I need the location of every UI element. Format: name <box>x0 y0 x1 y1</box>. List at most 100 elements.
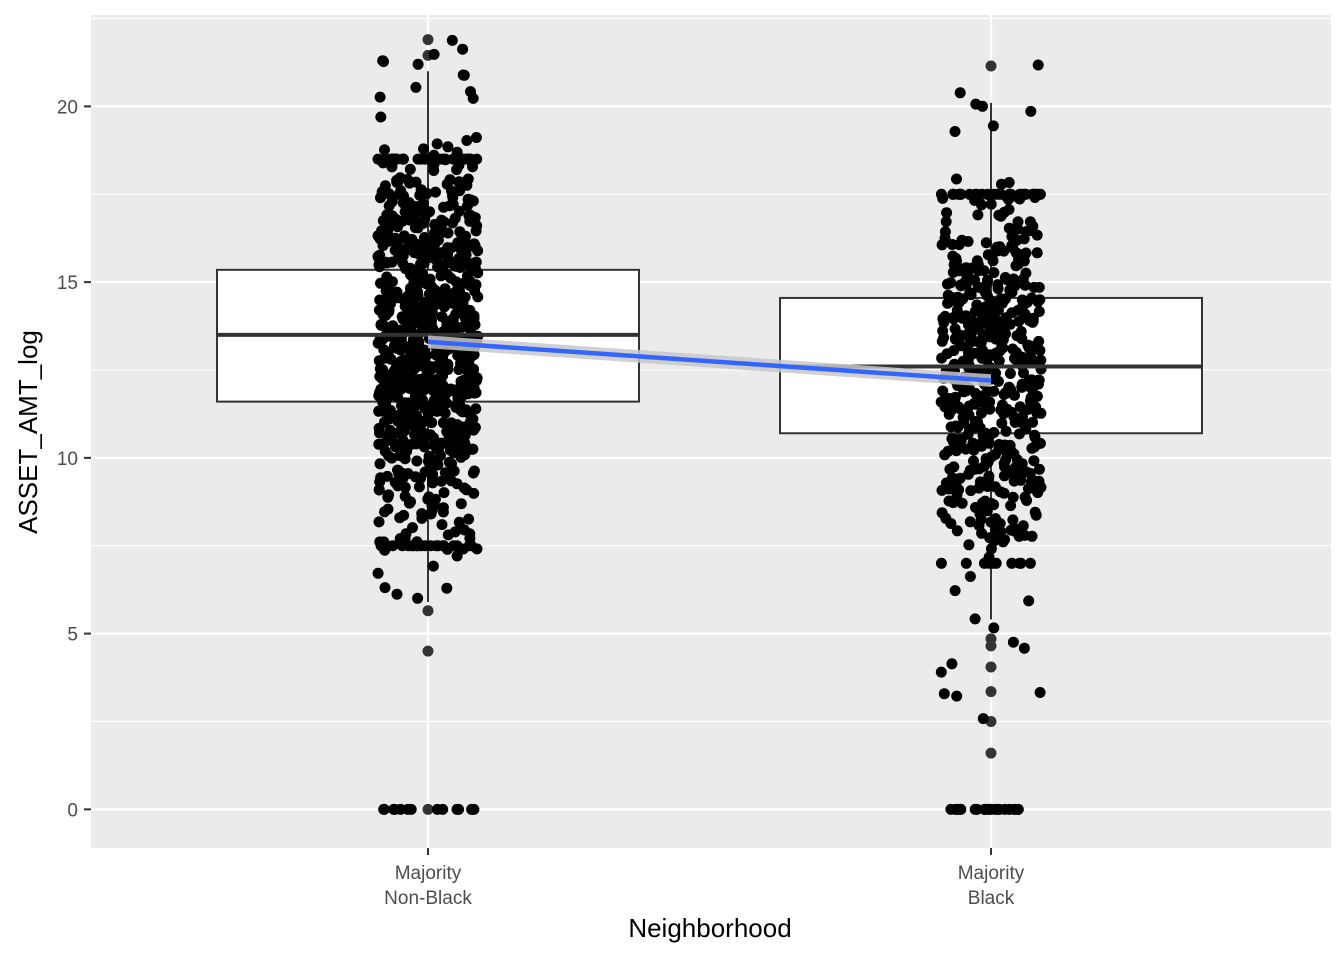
jitter-point <box>458 177 469 189</box>
jitter-point <box>375 295 387 307</box>
jitter-point <box>1024 557 1036 569</box>
y-tick-label: 15 <box>57 273 78 294</box>
jitter-point <box>936 484 948 496</box>
jitter-point <box>412 58 424 70</box>
jitter-point <box>1033 335 1045 347</box>
jitter-point-zero <box>378 803 390 815</box>
jitter-point <box>960 275 972 287</box>
jitter-point <box>427 560 439 572</box>
jitter-point <box>943 495 955 507</box>
jitter-point <box>383 286 395 298</box>
jitter-point <box>388 153 399 165</box>
jitter-point <box>376 186 388 198</box>
jitter-point <box>467 443 479 455</box>
jitter-point <box>470 225 482 237</box>
jitter-point <box>990 333 1002 345</box>
jitter-point <box>988 622 1000 634</box>
jitter-point <box>1004 368 1016 379</box>
jitter-point <box>1009 417 1021 428</box>
jitter-point <box>991 188 1003 200</box>
jitter-point <box>988 385 1000 397</box>
jitter-point <box>935 396 947 408</box>
jitter-point <box>1033 463 1045 475</box>
jitter-point <box>404 177 416 189</box>
jitter-point <box>1030 509 1042 521</box>
jitter-point <box>426 281 438 293</box>
jitter-point <box>397 472 409 484</box>
jitter-point <box>392 336 404 348</box>
trend-line <box>427 339 992 383</box>
jitter-point <box>399 481 411 493</box>
jitter-point <box>382 212 394 224</box>
jitter-point <box>968 455 979 467</box>
jitter-point <box>1007 491 1019 503</box>
jitter-point <box>459 449 471 461</box>
jitter-point <box>441 543 453 555</box>
jitter-point <box>975 407 987 419</box>
jitter-point <box>999 272 1011 283</box>
jitter-point <box>984 532 996 544</box>
jitter-point <box>1009 525 1021 537</box>
jitter-point <box>436 387 448 399</box>
jitter-point <box>977 347 988 359</box>
jitter-point-zero <box>405 803 417 815</box>
jitter-point <box>410 81 422 93</box>
jitter-point <box>1022 483 1034 495</box>
jitter-point <box>457 43 469 55</box>
jitter-point <box>955 340 967 352</box>
jitter-point <box>462 153 474 165</box>
jitter-point <box>452 237 464 249</box>
jitter-point <box>975 513 987 525</box>
jitter-point <box>969 274 981 286</box>
jitter-point <box>422 305 434 316</box>
jitter-point <box>383 450 395 462</box>
jitter-point <box>470 132 482 143</box>
jitter-point <box>972 209 984 221</box>
jitter-point <box>1022 404 1034 415</box>
jitter-point <box>990 448 1001 460</box>
jitter-point <box>392 221 404 233</box>
jitter-point <box>377 55 389 67</box>
jitter-point <box>992 283 1004 295</box>
jitter-point <box>446 34 458 46</box>
jitter-point-zero <box>453 803 465 815</box>
jitter-point <box>1035 407 1047 419</box>
jitter-point <box>1005 500 1017 512</box>
jitter-point <box>448 323 460 335</box>
jitter-point <box>969 188 981 200</box>
jitter-point <box>461 484 473 496</box>
jitter-point <box>419 213 431 225</box>
jitter-point-zero <box>437 803 449 815</box>
jitter-point <box>1005 466 1016 478</box>
outlier-point <box>422 803 434 815</box>
jitter-point <box>946 658 958 670</box>
jitter-point <box>470 403 482 415</box>
jitter-point <box>1009 352 1020 364</box>
jitter-point <box>1021 495 1033 506</box>
jitter-point <box>381 470 393 482</box>
jitter-point <box>946 239 958 250</box>
jitter-point <box>964 329 976 341</box>
jitter-point <box>1028 455 1040 467</box>
jitter-point <box>948 311 960 323</box>
jitter-point <box>1004 318 1016 330</box>
x-tick-label-line: Black <box>968 888 1015 909</box>
axes: Majority Non-Black Majority Black 0 5 10 15 20 <box>57 97 1025 909</box>
jitter-point <box>427 323 439 335</box>
jitter-point <box>434 346 446 358</box>
jitter-point <box>405 496 416 508</box>
jitter-point <box>398 153 409 165</box>
jitter-point <box>976 527 988 539</box>
jitter-point <box>401 301 413 313</box>
jitter-point <box>1001 403 1013 415</box>
jitter-point <box>389 232 401 244</box>
jitter-point <box>970 387 981 399</box>
jitter-point <box>457 69 469 81</box>
jitter-point <box>450 430 461 441</box>
jitter-point <box>1011 234 1023 246</box>
jitter-point <box>946 472 958 484</box>
jitter-point <box>395 185 407 197</box>
jitter-point <box>460 307 472 319</box>
jitter-point <box>424 429 436 441</box>
jitter-point <box>417 348 429 360</box>
